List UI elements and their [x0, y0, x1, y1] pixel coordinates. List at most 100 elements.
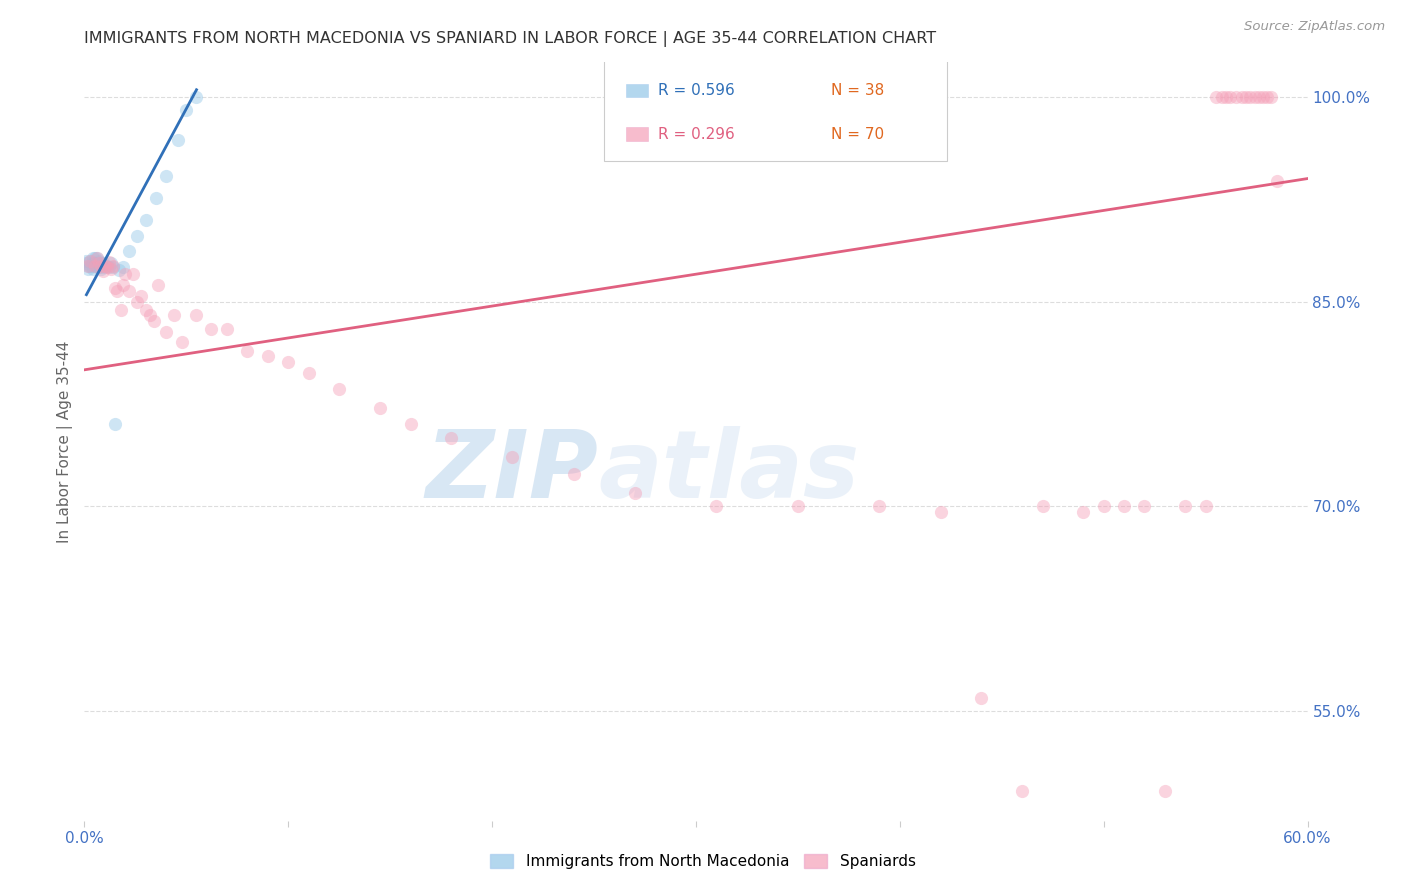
Point	[624, 485, 647, 500]
Point	[118, 244, 141, 258]
Point	[1092, 500, 1115, 514]
Point	[83, 251, 105, 265]
Point	[145, 191, 167, 205]
Point	[155, 169, 177, 183]
Point	[79, 253, 101, 268]
Point	[82, 251, 104, 265]
Point	[75, 253, 97, 268]
Point	[929, 505, 952, 519]
Point	[1114, 500, 1136, 514]
Point	[79, 253, 101, 268]
Point	[87, 260, 110, 275]
Point	[83, 259, 105, 273]
Point	[82, 256, 104, 270]
Point	[562, 467, 585, 481]
Point	[90, 261, 112, 276]
Point	[112, 278, 135, 293]
Point	[368, 401, 391, 415]
Point	[706, 500, 728, 514]
Point	[1236, 89, 1258, 103]
Point	[100, 256, 122, 270]
Point	[105, 284, 128, 298]
Point	[146, 278, 169, 293]
Point	[298, 366, 321, 380]
Text: R = 0.296: R = 0.296	[658, 127, 735, 142]
Point	[77, 259, 100, 273]
Point	[1215, 89, 1237, 103]
Text: Source: ZipAtlas.com: Source: ZipAtlas.com	[1244, 20, 1385, 33]
Point	[1154, 783, 1177, 797]
Point	[93, 259, 115, 273]
Point	[112, 260, 135, 275]
Point	[328, 382, 350, 396]
Point	[200, 322, 222, 336]
Text: N = 70: N = 70	[831, 127, 883, 142]
Point	[86, 256, 108, 270]
Point	[1256, 89, 1278, 103]
Point	[135, 212, 157, 227]
Point	[91, 260, 114, 275]
FancyBboxPatch shape	[605, 59, 946, 161]
Point	[110, 302, 132, 317]
Point	[104, 281, 127, 295]
Point	[1205, 89, 1227, 103]
Text: R = 0.596: R = 0.596	[658, 83, 735, 98]
Point	[1251, 89, 1274, 103]
Point	[97, 255, 120, 269]
Point	[83, 256, 105, 270]
Point	[869, 500, 891, 514]
Point	[79, 259, 101, 273]
Point	[87, 256, 110, 270]
Point	[86, 251, 108, 265]
Point	[135, 302, 157, 317]
Point	[172, 335, 194, 350]
Point	[1260, 89, 1282, 103]
Point	[1239, 89, 1261, 103]
Point	[1243, 89, 1265, 103]
Point	[1133, 500, 1156, 514]
Point	[277, 354, 299, 368]
Point	[104, 417, 127, 432]
Point	[217, 322, 239, 336]
Point	[163, 308, 186, 322]
Point	[101, 259, 124, 273]
Point	[77, 259, 100, 273]
Point	[93, 259, 115, 273]
Point	[87, 256, 110, 270]
Point	[174, 103, 197, 118]
Point	[1073, 505, 1095, 519]
Point	[186, 308, 208, 322]
Point	[77, 261, 100, 276]
Point	[127, 294, 149, 309]
Point	[118, 284, 141, 298]
Point	[1195, 500, 1218, 514]
Point	[114, 267, 136, 281]
Point	[90, 259, 112, 273]
Point	[167, 133, 190, 147]
Point	[1011, 783, 1033, 797]
Point	[131, 289, 153, 303]
Point	[1174, 500, 1197, 514]
Point	[502, 450, 524, 465]
Point	[1225, 89, 1247, 103]
Text: IMMIGRANTS FROM NORTH MACEDONIA VS SPANIARD IN LABOR FORCE | AGE 35-44 CORRELATI: IMMIGRANTS FROM NORTH MACEDONIA VS SPANI…	[84, 31, 936, 47]
Point	[100, 261, 122, 276]
Point	[138, 308, 160, 322]
Point	[1032, 500, 1054, 514]
Point	[236, 343, 259, 358]
Point	[1232, 89, 1254, 103]
Text: atlas: atlas	[598, 425, 859, 518]
Point	[96, 260, 118, 275]
Point	[87, 253, 110, 268]
Point	[186, 89, 208, 103]
Point	[82, 261, 104, 276]
Point	[1247, 89, 1270, 103]
Point	[122, 267, 145, 281]
Point	[1265, 174, 1288, 188]
Text: ZIP: ZIP	[425, 425, 598, 518]
Point	[83, 259, 105, 273]
Point	[257, 349, 280, 363]
Point	[787, 500, 810, 514]
Point	[101, 260, 124, 275]
Point	[399, 417, 422, 432]
